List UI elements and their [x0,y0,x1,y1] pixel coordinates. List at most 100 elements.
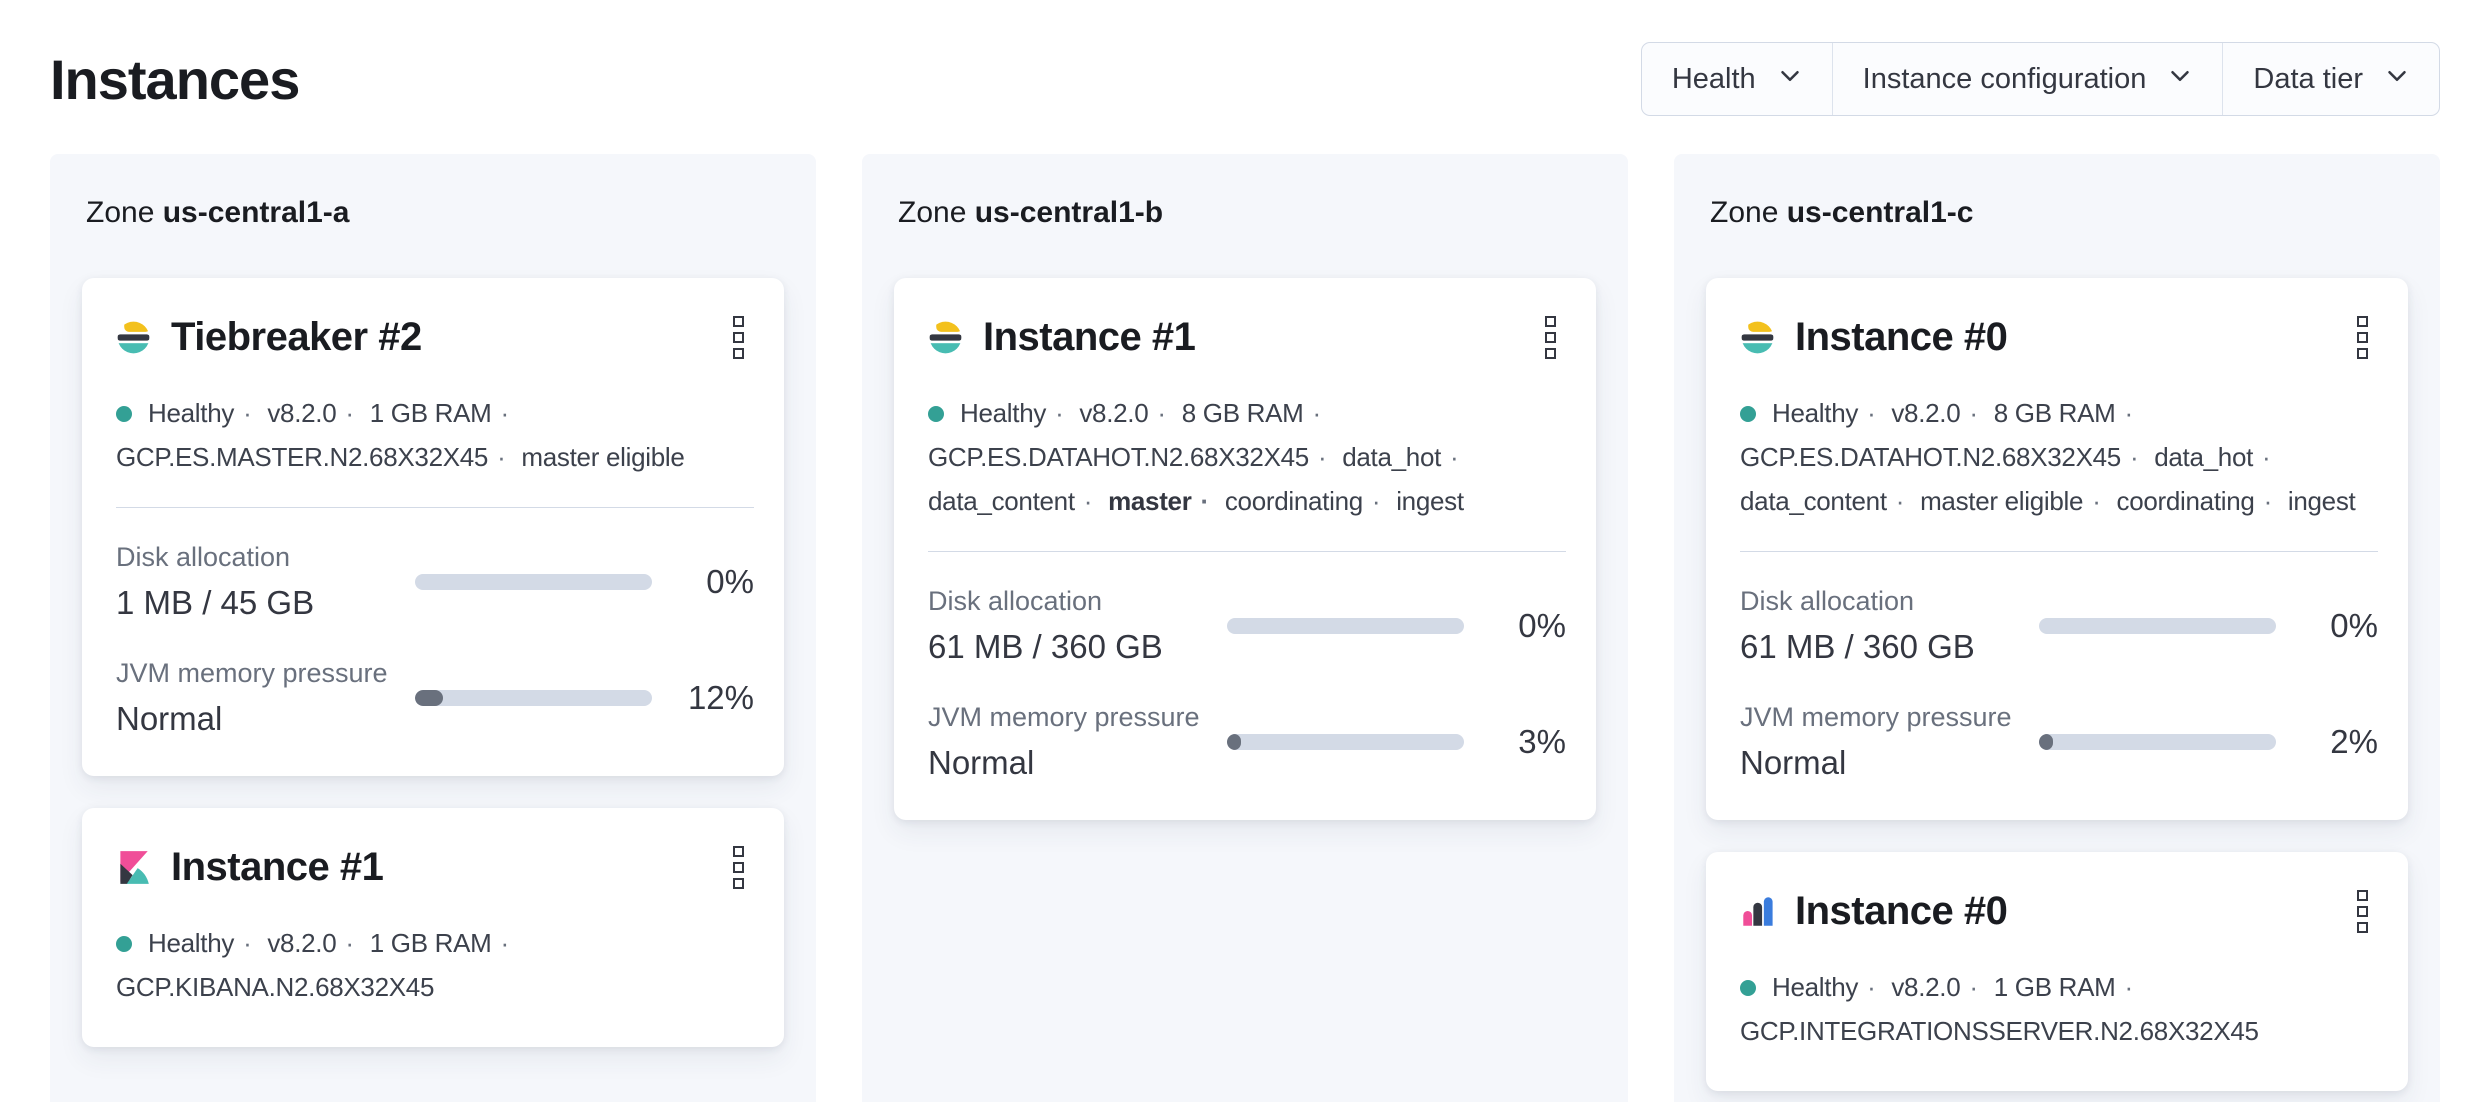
boxes-vertical-icon [733,878,744,889]
metric-percent: 2% [2330,723,2378,760]
card-divider [116,507,754,508]
status-segment: master · [1108,486,1218,516]
filter-label: Data tier [2253,62,2363,95]
elasticsearch-logo-icon [928,320,963,355]
instance-menu-button[interactable] [2349,310,2376,365]
dot-separator: · [243,928,252,958]
dot-separator: · [2129,442,2139,472]
metric-row-disk-allocation: Disk allocation 61 MB / 360 GB 0% [928,586,1566,666]
metric-label: Disk allocation [928,586,1103,616]
progress-bar [1227,618,1464,634]
dot-separator: · [1083,486,1093,516]
boxes-vertical-icon [733,862,744,873]
chevron-down-icon [2385,63,2409,96]
filter-button-data-tier[interactable]: Data tier [2222,43,2439,115]
metric-label: JVM memory pressure [116,658,388,688]
dot-separator: · [1157,398,1166,428]
metric-info: Disk allocation 1 MB / 45 GB [116,542,415,622]
status-segment: master eligible · [1920,486,2110,516]
metric-label: JVM memory pressure [928,702,1200,732]
progress-bar [2039,734,2276,750]
status-segment: v8.2.0 · [1891,972,1986,1002]
metric-value: 61 MB / 360 GB [928,628,1163,665]
instance-card-title: Tiebreaker #2 [171,315,422,359]
metric-row-disk-allocation: Disk allocation 1 MB / 45 GB 0% [116,542,754,622]
dot-separator: · [2124,398,2134,428]
metric-percent: 3% [1518,723,1566,760]
health-dot-icon [116,936,132,952]
status-segment: data_hot · [1342,442,1467,472]
dot-separator: · [2263,486,2273,516]
boxes-vertical-icon [1545,332,1556,343]
zone-panel-us-central1-a: Zone us-central1-a Tiebreaker #2 Healthy · … [50,154,816,1102]
dot-separator: · [243,398,252,428]
boxes-vertical-icon [1545,348,1556,359]
status-segment: 8 GB RAM · [1994,398,2142,428]
status-segment: 1 GB RAM · [1994,972,2142,1002]
status-segment: coordinating · [2117,486,2281,516]
status-segment: v8.2.0 · [1079,398,1174,428]
status-segment: GCP.KIBANA.N2.68X32X45 [116,972,435,1002]
health-dot-icon [928,406,944,422]
metric-percent: 12% [687,679,754,716]
metric-label: Disk allocation [116,542,291,572]
card-header: Instance #0 [1740,884,2378,939]
health-status: Healthy · [116,928,260,958]
zones-grid: Zone us-central1-a Tiebreaker #2 Healthy · … [50,154,2440,1102]
dot-separator: · [500,398,510,428]
instance-menu-button[interactable] [2349,884,2376,939]
dot-separator: · [500,928,510,958]
instance-card: Instance #1 Healthy · v8.2.0 · 8 GB RAM · GC… [894,278,1596,820]
boxes-vertical-icon [733,316,744,327]
status-segment: data_content · [1740,486,1913,516]
instance-menu-button[interactable] [725,840,752,895]
zone-panel-us-central1-c: Zone us-central1-c Instance #0 Healthy · v8… [1674,154,2440,1102]
metric-percent: 0% [706,563,754,600]
metric-percent: 0% [1518,607,1566,644]
filter-button-instance-configuration[interactable]: Instance configuration [1831,43,2223,115]
metric-percent: 0% [2330,607,2378,644]
metric-label: JVM memory pressure [1740,702,2012,732]
metric-row-jvm-memory-pressure: JVM memory pressure Normal 12% [116,658,754,738]
card-header: Instance #1 [116,840,754,895]
progress-bar [1227,734,1464,750]
kibana-logo-icon [116,850,151,885]
health-dot-icon [116,406,132,422]
filter-label: Health [1671,62,1756,95]
health-dot-icon [1740,406,1756,422]
metric-info: JVM memory pressure Normal [116,658,415,738]
dot-separator: · [1450,442,1459,472]
filter-button-health[interactable]: Health [1642,43,1832,115]
zone-title: Zone us-central1-c [1710,196,2408,230]
boxes-vertical-icon [2357,316,2368,327]
instance-menu-button[interactable] [1537,310,1564,365]
metric-info: JVM memory pressure Normal [1740,702,2039,782]
integrations-server-logo-icon [1740,894,1775,929]
instance-status: Healthy · v8.2.0 · 8 GB RAM · GCP.ES.DATAHO… [928,391,1566,523]
status-segment: v8.2.0 · [267,928,362,958]
status-segment: GCP.ES.DATAHOT.N2.68X32X45 · [928,442,1335,472]
metric-info: Disk allocation 61 MB / 360 GB [1740,586,2039,666]
status-segment: GCP.INTEGRATIONSSERVER.N2.68X32X45 [1740,1016,2259,1046]
dot-separator: · [2262,442,2271,472]
boxes-vertical-icon [733,846,744,857]
progress-bar [2039,618,2276,634]
chevron-down-icon [1778,63,1802,96]
instance-status: Healthy · v8.2.0 · 1 GB RAM · GCP.KIBANA.N2… [116,921,754,1009]
metric-info: JVM memory pressure Normal [928,702,1227,782]
dot-separator: · [1867,398,1876,428]
health-status: Healthy · [1740,972,1884,1002]
instance-menu-button[interactable] [725,310,752,365]
page-header: Instances Health Instance configuration Da… [50,42,2440,116]
boxes-vertical-icon [1545,316,1556,327]
dot-separator: · [1969,398,1978,428]
boxes-vertical-icon [2357,332,2368,343]
progress-bar-fill [1227,734,1241,750]
zone-panel-us-central1-b: Zone us-central1-b Instance #1 Healthy · v8… [862,154,1628,1102]
dot-separator: · [1055,398,1064,428]
status-segment: coordinating · [1225,486,1389,516]
dot-separator: · [345,928,354,958]
instance-status: Healthy · v8.2.0 · 8 GB RAM · GCP.ES.DATAHO… [1740,391,2378,523]
dot-separator: · [1969,972,1978,1002]
